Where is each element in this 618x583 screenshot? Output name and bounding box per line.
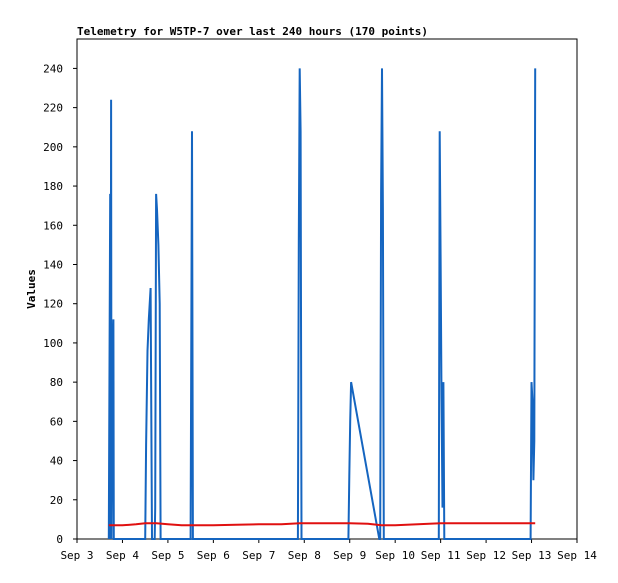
x-tick-label: Sep 11 xyxy=(421,549,461,562)
y-tick-label: 140 xyxy=(43,258,63,271)
y-tick-label: 100 xyxy=(43,337,63,350)
x-tick-label: Sep 13 xyxy=(512,549,552,562)
y-axis-label: Values xyxy=(25,269,38,309)
y-tick-label: 80 xyxy=(50,376,63,389)
series-line-0 xyxy=(107,68,537,540)
y-tick-label: 40 xyxy=(50,455,63,468)
series-line-1 xyxy=(108,522,536,527)
y-tick-label: 60 xyxy=(50,415,63,428)
y-tick-label: 20 xyxy=(50,494,63,507)
x-tick-label: Sep 4 xyxy=(106,549,139,562)
x-tick-label: Sep 5 xyxy=(151,549,184,562)
y-tick-label: 220 xyxy=(43,102,63,115)
chart-title: Telemetry for W5TP-7 over last 240 hours… xyxy=(77,25,428,38)
x-tick-label: Sep 7 xyxy=(242,549,275,562)
y-tick-label: 240 xyxy=(43,62,63,75)
x-tick-label: Sep 6 xyxy=(197,549,230,562)
y-tick-label: 200 xyxy=(43,141,63,154)
x-tick-label: Sep 3 xyxy=(60,549,93,562)
x-tick-label: Sep 10 xyxy=(375,549,415,562)
x-tick-label: Sep 9 xyxy=(333,549,366,562)
y-tick-label: 180 xyxy=(43,180,63,193)
y-tick-label: 0 xyxy=(56,533,63,546)
x-tick-label: Sep 14 xyxy=(557,549,597,562)
x-tick-label: Sep 12 xyxy=(466,549,506,562)
y-tick-label: 120 xyxy=(43,298,63,311)
y-tick-label: 160 xyxy=(43,219,63,232)
x-tick-label: Sep 8 xyxy=(288,549,321,562)
